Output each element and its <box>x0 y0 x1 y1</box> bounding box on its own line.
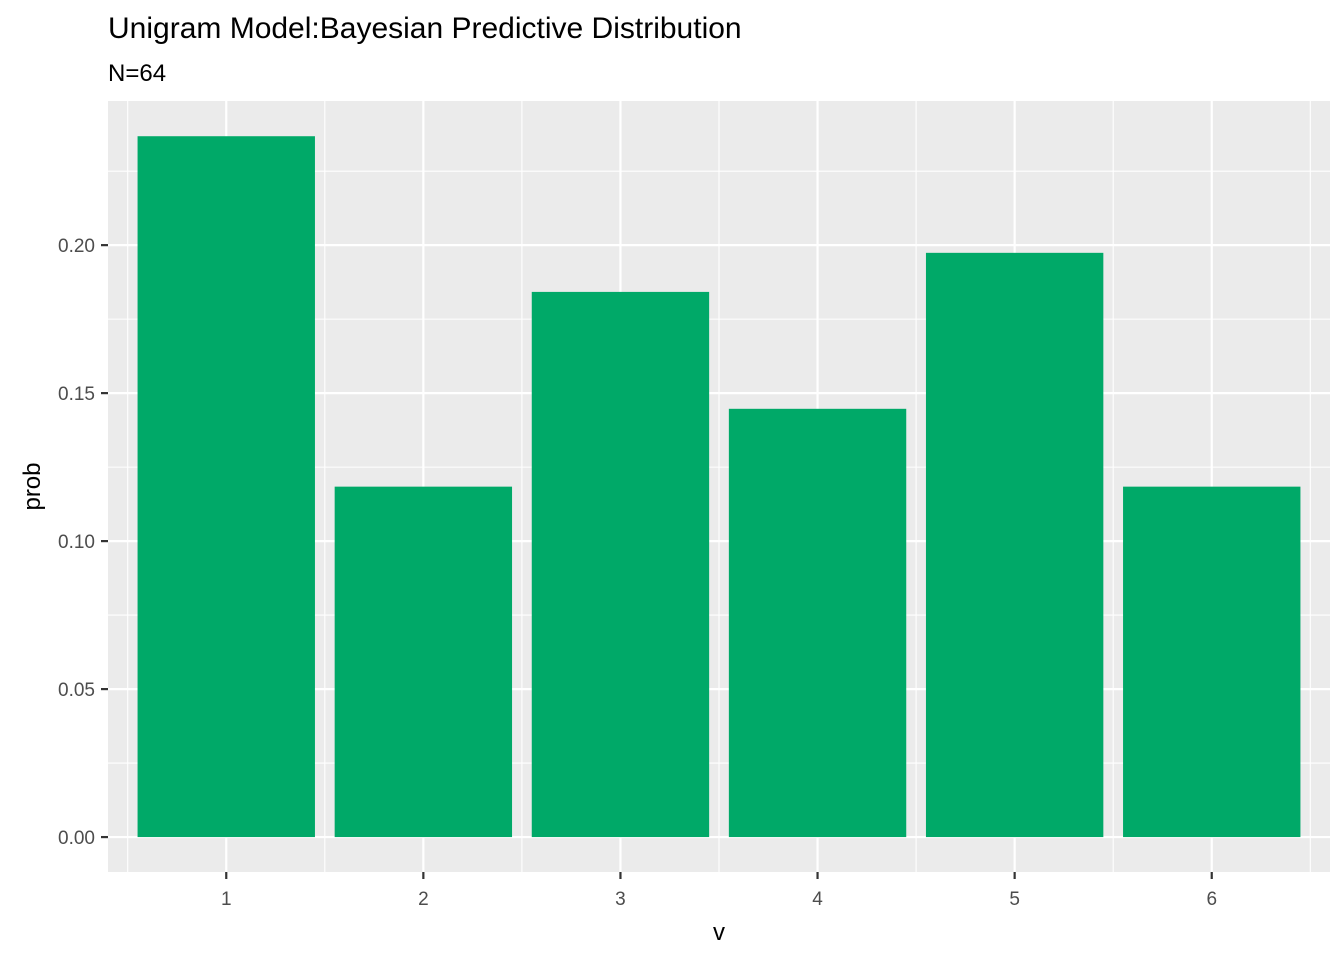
y-tick-label: 0.10 <box>58 532 95 553</box>
y-tick-label: 0.05 <box>58 680 95 701</box>
bar <box>137 136 315 838</box>
bar <box>531 291 710 838</box>
x-axis-label: v <box>713 919 725 946</box>
y-axis-ticks: 0.00 0.05 0.10 0.15 0.20 <box>58 236 108 849</box>
chart-subtitle: N=64 <box>108 60 167 87</box>
x-tick-label: 1 <box>221 889 232 910</box>
y-tick-label: 0.00 <box>58 828 95 849</box>
bar <box>925 252 1104 838</box>
bar <box>728 408 907 838</box>
x-tick-label: 5 <box>1009 889 1020 910</box>
bar <box>334 486 513 838</box>
y-tick-label: 0.15 <box>58 384 95 405</box>
x-axis-ticks: 1 2 3 4 5 6 <box>221 872 1217 910</box>
x-tick-label: 4 <box>812 889 823 910</box>
y-tick-label: 0.20 <box>58 236 95 257</box>
x-tick-label: 2 <box>418 889 429 910</box>
x-tick-label: 6 <box>1206 889 1217 910</box>
bars <box>137 136 1301 838</box>
bar <box>1123 486 1301 838</box>
x-tick-label: 3 <box>615 889 626 910</box>
chart-title: Unigram Model:Bayesian Predictive Distri… <box>108 12 742 45</box>
y-axis-label: prob <box>19 462 46 510</box>
